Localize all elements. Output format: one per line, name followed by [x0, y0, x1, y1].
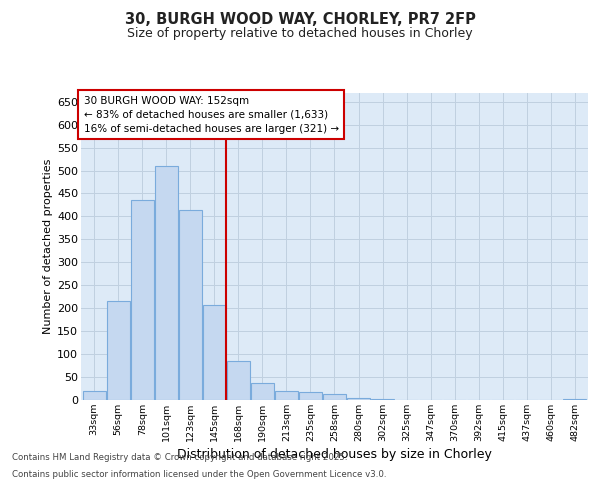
Y-axis label: Number of detached properties: Number of detached properties	[43, 158, 53, 334]
Bar	[323, 394, 346, 400]
Bar	[203, 305, 226, 400]
Bar	[155, 166, 178, 400]
Text: 30 BURGH WOOD WAY: 152sqm
← 83% of detached houses are smaller (1,633)
16% of se: 30 BURGH WOOD WAY: 152sqm ← 83% of detac…	[83, 96, 338, 134]
Bar	[347, 398, 370, 400]
Text: 30, BURGH WOOD WAY, CHORLEY, PR7 2FP: 30, BURGH WOOD WAY, CHORLEY, PR7 2FP	[125, 12, 475, 28]
Bar	[107, 302, 130, 400]
Bar	[131, 200, 154, 400]
Bar	[83, 391, 106, 400]
Bar	[179, 210, 202, 400]
X-axis label: Distribution of detached houses by size in Chorley: Distribution of detached houses by size …	[177, 448, 492, 461]
Bar	[299, 392, 322, 400]
Bar	[563, 398, 586, 400]
Bar	[251, 382, 274, 400]
Bar	[371, 399, 394, 400]
Text: Size of property relative to detached houses in Chorley: Size of property relative to detached ho…	[127, 28, 473, 40]
Bar	[227, 361, 250, 400]
Text: Contains public sector information licensed under the Open Government Licence v3: Contains public sector information licen…	[12, 470, 386, 479]
Text: Contains HM Land Registry data © Crown copyright and database right 2025.: Contains HM Land Registry data © Crown c…	[12, 452, 347, 462]
Bar	[275, 391, 298, 400]
